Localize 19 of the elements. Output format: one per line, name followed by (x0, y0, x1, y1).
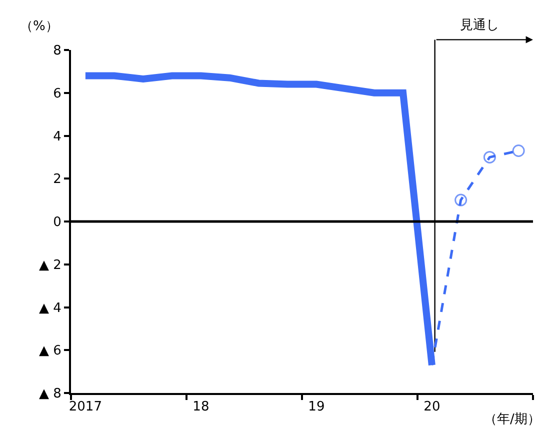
y-tick-label: ▲ 2 (38, 258, 62, 273)
y-tick-label: ▲ 6 (38, 344, 62, 359)
y-axis-title: （%） (20, 19, 58, 34)
y-tick-label: 6 (53, 86, 62, 102)
point (454, 194, 468, 206)
ref-line-label: 見通し (460, 18, 499, 33)
y-tick-label: ▲ 4 (38, 300, 62, 316)
y-tick-label: 4 (53, 129, 62, 144)
point (512, 144, 525, 158)
x-tick-label: 19 (308, 400, 325, 415)
y-tick-label: ▲ 8 (38, 386, 62, 402)
point (483, 150, 496, 164)
y-tick-label: 8 (53, 44, 62, 59)
x-axis-title: （年/期） (484, 412, 540, 427)
x-tick-label: 20 (424, 400, 440, 415)
y-tick-label: 2 (53, 172, 62, 188)
x-tick-label: 18 (192, 400, 210, 415)
x-tick-label: 2017 (68, 400, 102, 415)
y-tick-label: 0 (53, 215, 62, 230)
